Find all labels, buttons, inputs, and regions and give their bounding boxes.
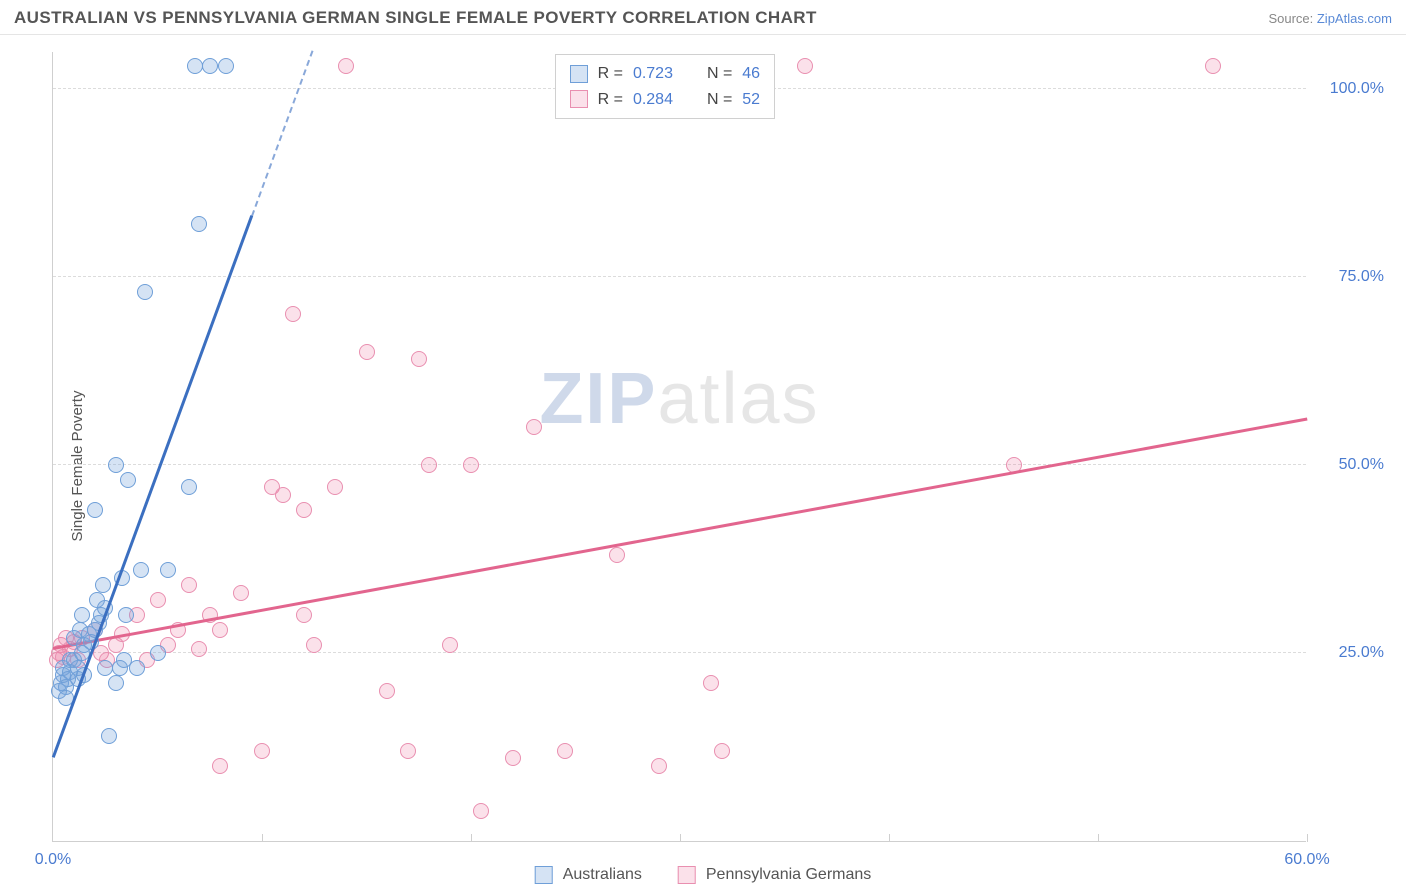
x-tick-label: 0.0% bbox=[35, 851, 71, 869]
data-point-pink bbox=[212, 758, 228, 774]
x-tick bbox=[1098, 834, 1099, 842]
data-point-pink bbox=[296, 502, 312, 518]
data-point-blue bbox=[95, 577, 111, 593]
legend-item-blue: Australians bbox=[535, 866, 642, 884]
r-label: R = bbox=[598, 87, 623, 113]
legend-swatch-blue bbox=[535, 866, 553, 884]
chart-area: Single Female Poverty ZIPatlas 25.0%50.0… bbox=[0, 40, 1406, 892]
data-point-pink bbox=[181, 577, 197, 593]
legend-swatch-pink bbox=[678, 866, 696, 884]
data-point-blue bbox=[120, 472, 136, 488]
y-tick-label: 100.0% bbox=[1314, 80, 1384, 98]
data-point-blue bbox=[150, 645, 166, 661]
data-point-pink bbox=[505, 750, 521, 766]
data-point-pink bbox=[411, 351, 427, 367]
source-link[interactable]: ZipAtlas.com bbox=[1317, 11, 1392, 26]
data-point-pink bbox=[359, 344, 375, 360]
x-tick bbox=[680, 834, 681, 842]
data-point-blue bbox=[137, 284, 153, 300]
data-point-pink bbox=[212, 622, 228, 638]
n-label: N = bbox=[707, 61, 732, 87]
y-tick-label: 75.0% bbox=[1314, 268, 1384, 286]
data-point-blue bbox=[133, 562, 149, 578]
legend-item-pink: Pennsylvania Germans bbox=[678, 866, 871, 884]
data-point-blue bbox=[74, 607, 90, 623]
data-point-pink bbox=[463, 457, 479, 473]
data-point-pink bbox=[714, 743, 730, 759]
data-point-pink bbox=[338, 58, 354, 74]
data-point-blue bbox=[97, 660, 113, 676]
legend-stats-swatch bbox=[570, 65, 588, 83]
trend-line-blue bbox=[52, 215, 253, 758]
watermark-atlas: atlas bbox=[657, 359, 819, 439]
data-point-blue bbox=[101, 728, 117, 744]
data-point-blue bbox=[87, 502, 103, 518]
data-point-pink bbox=[651, 758, 667, 774]
data-point-blue bbox=[108, 675, 124, 691]
watermark-zip: ZIP bbox=[539, 359, 657, 439]
data-point-pink bbox=[1205, 58, 1221, 74]
y-tick-label: 50.0% bbox=[1314, 456, 1384, 474]
legend-label-pink: Pennsylvania Germans bbox=[706, 866, 871, 884]
x-tick bbox=[889, 834, 890, 842]
data-point-pink bbox=[150, 592, 166, 608]
data-point-blue bbox=[218, 58, 234, 74]
data-point-blue bbox=[187, 58, 203, 74]
x-tick bbox=[1307, 834, 1308, 842]
gridline bbox=[53, 652, 1306, 653]
data-point-pink bbox=[473, 803, 489, 819]
watermark: ZIPatlas bbox=[539, 358, 819, 440]
data-point-pink bbox=[306, 637, 322, 653]
data-point-pink bbox=[442, 637, 458, 653]
legend-stats-row-pink: R = 0.284 N = 52 bbox=[570, 87, 760, 113]
legend-label-blue: Australians bbox=[563, 866, 642, 884]
source-prefix: Source: bbox=[1268, 11, 1316, 26]
data-point-blue bbox=[108, 457, 124, 473]
data-point-pink bbox=[327, 479, 343, 495]
n-value: 52 bbox=[742, 87, 760, 113]
chart-header: AUSTRALIAN VS PENNSYLVANIA GERMAN SINGLE… bbox=[0, 0, 1406, 35]
legend-stats-swatch bbox=[570, 90, 588, 108]
r-value: 0.284 bbox=[633, 87, 689, 113]
data-point-pink bbox=[254, 743, 270, 759]
gridline bbox=[53, 464, 1306, 465]
data-point-pink bbox=[296, 607, 312, 623]
data-point-blue bbox=[202, 58, 218, 74]
y-tick-label: 25.0% bbox=[1314, 644, 1384, 662]
data-point-blue bbox=[160, 562, 176, 578]
data-point-pink bbox=[275, 487, 291, 503]
data-point-pink bbox=[557, 743, 573, 759]
data-point-pink bbox=[379, 683, 395, 699]
plot-region: ZIPatlas 25.0%50.0%75.0%100.0%0.0%60.0%R… bbox=[52, 52, 1306, 842]
data-point-pink bbox=[526, 419, 542, 435]
data-point-pink bbox=[285, 306, 301, 322]
data-point-pink bbox=[797, 58, 813, 74]
data-point-pink bbox=[400, 743, 416, 759]
x-tick bbox=[262, 834, 263, 842]
data-point-pink bbox=[703, 675, 719, 691]
trend-line-dash-blue bbox=[251, 50, 314, 216]
data-point-pink bbox=[609, 547, 625, 563]
x-tick-label: 60.0% bbox=[1284, 851, 1329, 869]
legend-stats: R = 0.723 N = 46 R = 0.284 N = 52 bbox=[555, 54, 775, 119]
chart-title: AUSTRALIAN VS PENNSYLVANIA GERMAN SINGLE… bbox=[14, 8, 817, 28]
source-citation: Source: ZipAtlas.com bbox=[1268, 11, 1392, 26]
gridline bbox=[53, 276, 1306, 277]
data-point-blue bbox=[118, 607, 134, 623]
data-point-blue bbox=[191, 216, 207, 232]
n-value: 46 bbox=[742, 61, 760, 87]
trend-line-pink bbox=[53, 417, 1307, 649]
data-point-blue bbox=[129, 660, 145, 676]
n-label: N = bbox=[707, 87, 732, 113]
legend-bottom: Australians Pennsylvania Germans bbox=[535, 866, 872, 884]
r-value: 0.723 bbox=[633, 61, 689, 87]
data-point-pink bbox=[421, 457, 437, 473]
x-tick bbox=[471, 834, 472, 842]
data-point-pink bbox=[233, 585, 249, 601]
legend-stats-row-blue: R = 0.723 N = 46 bbox=[570, 61, 760, 87]
r-label: R = bbox=[598, 61, 623, 87]
data-point-blue bbox=[181, 479, 197, 495]
data-point-pink bbox=[191, 641, 207, 657]
